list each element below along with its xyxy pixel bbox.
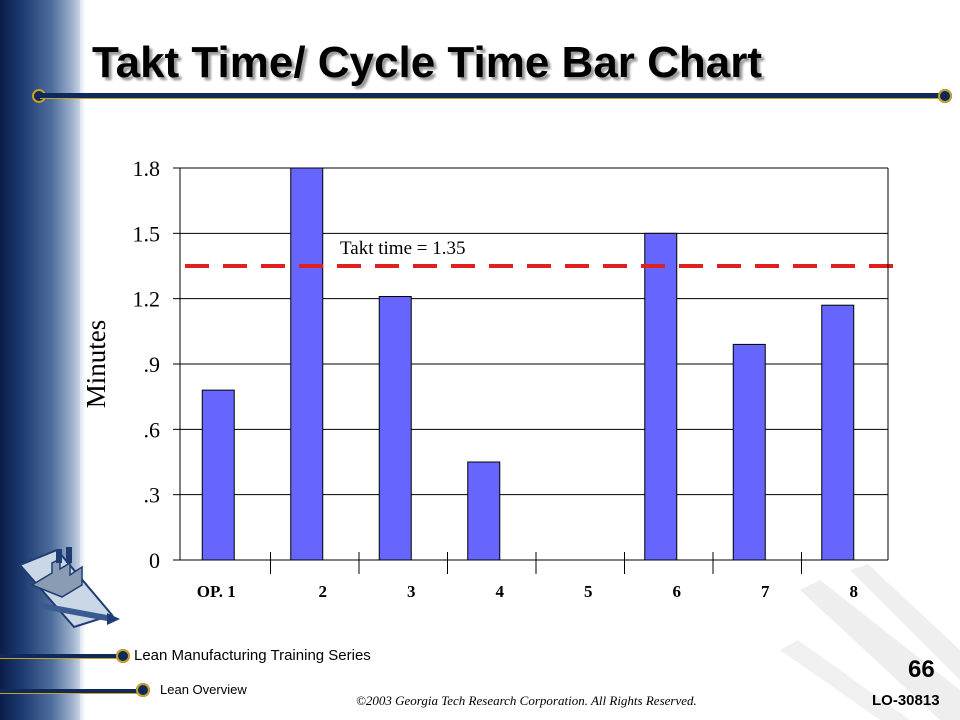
title-rule-dot-left: [32, 89, 46, 103]
x-tick-label: 3: [407, 582, 416, 601]
bar: [467, 461, 501, 561]
bar: [732, 343, 766, 561]
bar: [644, 232, 678, 561]
x-tick-label: 6: [673, 582, 682, 601]
copyright-text: ©2003 Georgia Tech Research Corporation.…: [356, 693, 697, 708]
bar: [201, 389, 235, 561]
footer-series-text: Lean Manufacturing Training Series: [134, 647, 371, 664]
footer-rule-series: [0, 654, 120, 658]
y-tick-label: .3: [144, 483, 161, 508]
x-tick-label: 7: [761, 582, 770, 601]
bar: [290, 167, 324, 561]
x-tick-label: 2: [319, 582, 328, 601]
footer-dot-series: [116, 649, 130, 663]
footer-dot-module: [136, 683, 150, 697]
y-axis-label: Minutes: [81, 320, 111, 409]
title-rule: [40, 93, 945, 98]
x-tick-label: 4: [496, 582, 505, 601]
y-tick-label: 0: [149, 548, 160, 573]
takt-time-label: Takt time = 1.35: [340, 238, 465, 259]
footer-module-text: Lean Overview: [160, 682, 247, 697]
x-tick-label: 8: [850, 582, 859, 601]
x-tick-label: 5: [584, 582, 593, 601]
document-code: LO-30813: [872, 692, 940, 709]
bar: [821, 304, 855, 561]
footer-rule-module: [0, 689, 140, 693]
factory-icon: [18, 547, 120, 629]
y-tick-label: 1.8: [133, 156, 161, 181]
decorative-rays: [780, 564, 960, 720]
page-number: 66: [908, 656, 935, 683]
x-tick-label: OP. 1: [197, 582, 236, 601]
left-decor-edge: [80, 0, 86, 720]
bar: [378, 295, 412, 561]
y-tick-label: 1.2: [133, 287, 161, 312]
y-tick-label: .6: [144, 417, 161, 442]
title-rule-dot-right: [938, 89, 952, 103]
y-tick-label: 1.5: [133, 221, 161, 246]
slide-title: Takt Time/ Cycle Time Bar Chart: [92, 38, 763, 87]
y-tick-label: .9: [144, 352, 161, 377]
